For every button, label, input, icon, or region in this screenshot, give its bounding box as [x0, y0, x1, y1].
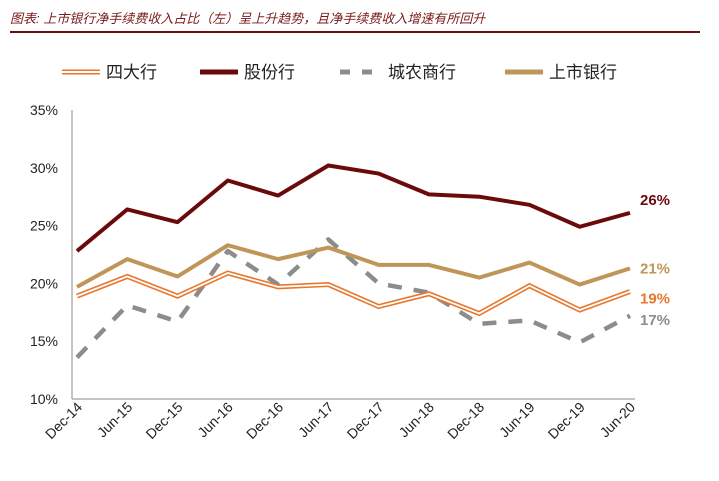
y-tick-label: 30%	[30, 160, 58, 176]
y-tick-label: 20%	[30, 275, 58, 291]
y-tick-label: 15%	[30, 333, 58, 349]
x-tick-label: Dec-18	[444, 399, 487, 442]
legend-label: 上市银行	[549, 63, 617, 83]
x-tick-label: Jun-20	[597, 399, 639, 441]
chart-title: 图表: 上市银行净手续费收入占比（左）呈上升趋势，且净手续费收入增速有所回升	[10, 11, 486, 26]
series-line-inner-0	[76, 272, 631, 315]
x-tick-label: Dec-17	[344, 399, 387, 442]
y-tick-label: 10%	[30, 391, 58, 407]
x-tick-label: Dec-15	[142, 399, 185, 442]
x-tick-label: Dec-16	[243, 399, 286, 442]
x-tick-label: Jun-15	[94, 399, 136, 441]
x-tick-label: Jun-16	[194, 399, 236, 441]
series-line-3	[76, 243, 631, 289]
x-tick-label: Jun-17	[295, 399, 337, 441]
legend-label: 四大行	[106, 63, 157, 83]
legend-label: 股份行	[244, 63, 295, 83]
y-tick-label: 25%	[30, 218, 58, 234]
end-label: 21%	[640, 260, 670, 277]
series-line-1	[75, 163, 631, 253]
end-label: 17%	[640, 312, 670, 329]
x-tick-label: Dec-19	[545, 399, 588, 442]
end-label: 26%	[640, 192, 670, 209]
y-tick-label: 35%	[30, 102, 58, 118]
series-line-2	[75, 237, 632, 359]
end-label: 19%	[640, 290, 670, 307]
title-divider	[10, 31, 700, 33]
legend-label: 城农商行	[388, 63, 456, 83]
x-tick-label: Jun-18	[395, 399, 437, 441]
x-tick-label: Jun-19	[496, 399, 538, 441]
